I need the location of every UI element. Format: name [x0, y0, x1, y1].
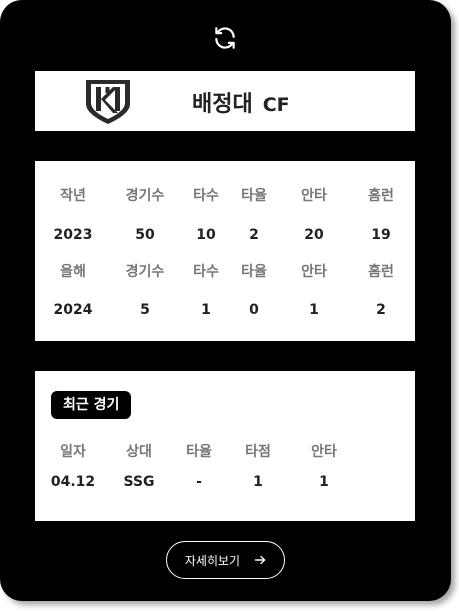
stat-header: 타율	[241, 264, 267, 280]
recent-value-row: 04.12 SSG - 1 1	[35, 472, 415, 492]
player-card: 배정대 CF 작년 경기수 타수 타율 안타 홈런 2023 50 10 2 2…	[0, 0, 451, 601]
recent-value: SSG	[123, 474, 155, 490]
curr-season-value-row: 2024 5 1 0 1 2	[35, 300, 415, 320]
stat-header: 안타	[301, 264, 327, 280]
stat-header: 안타	[301, 188, 327, 204]
player-title: 배정대 CF	[192, 86, 290, 118]
recent-header: 타율	[186, 444, 212, 460]
player-header: 배정대 CF	[35, 71, 415, 131]
refresh-icon	[215, 27, 235, 49]
recent-value: 1	[253, 474, 263, 490]
stat-header: 타수	[193, 264, 219, 280]
team-logo-icon	[86, 80, 130, 124]
season-stats-panel: 작년 경기수 타수 타율 안타 홈런 2023 50 10 2 20 19 올해…	[35, 161, 415, 341]
stat-value: 20	[304, 227, 324, 243]
recent-games-panel: 최근 경기 일자 상대 타율 타점 안타 04.12 SSG - 1 1	[35, 371, 415, 521]
stat-header: 경기수	[125, 264, 165, 280]
player-name: 배정대	[192, 92, 253, 117]
stat-header: 작년	[60, 188, 86, 204]
stat-header: 올해	[60, 264, 86, 280]
prev-season-value-row: 2023 50 10 2 20 19	[35, 225, 415, 245]
stat-header: 홈런	[368, 264, 394, 280]
recent-header: 타점	[245, 444, 271, 460]
stat-header: 타수	[193, 188, 219, 204]
stat-value: 19	[371, 227, 391, 243]
arrow-right-icon	[254, 554, 266, 566]
stat-header: 홈런	[368, 188, 394, 204]
recent-header: 안타	[311, 444, 337, 460]
recent-value: 1	[319, 474, 329, 490]
stat-header: 타율	[241, 188, 267, 204]
recent-value: 04.12	[50, 474, 96, 490]
recent-header: 상대	[126, 444, 152, 460]
stat-value: 1	[309, 302, 319, 318]
curr-season-header-row: 올해 경기수 타수 타율 안타 홈런	[35, 262, 415, 282]
stat-value: 2	[249, 227, 259, 243]
prev-season-header-row: 작년 경기수 타수 타율 안타 홈런	[35, 186, 415, 206]
stat-value: 50	[135, 227, 155, 243]
recent-games-badge: 최근 경기	[51, 391, 132, 419]
stat-header: 경기수	[125, 188, 165, 204]
stat-value: 2024	[53, 302, 93, 318]
stat-value: 1	[201, 302, 211, 318]
stat-value: 10	[196, 227, 216, 243]
recent-header-row: 일자 상대 타율 타점 안타	[35, 442, 415, 462]
detail-button-label: 자세히보기	[184, 553, 241, 568]
player-position: CF	[262, 94, 290, 116]
refresh-button[interactable]	[210, 23, 240, 53]
recent-header: 일자	[60, 444, 86, 460]
stat-value: 0	[249, 302, 259, 318]
stat-value: 2023	[53, 227, 93, 243]
stat-value: 5	[140, 302, 150, 318]
detail-button[interactable]: 자세히보기	[166, 541, 285, 579]
stat-value: 2	[376, 302, 386, 318]
recent-value: -	[196, 474, 202, 490]
